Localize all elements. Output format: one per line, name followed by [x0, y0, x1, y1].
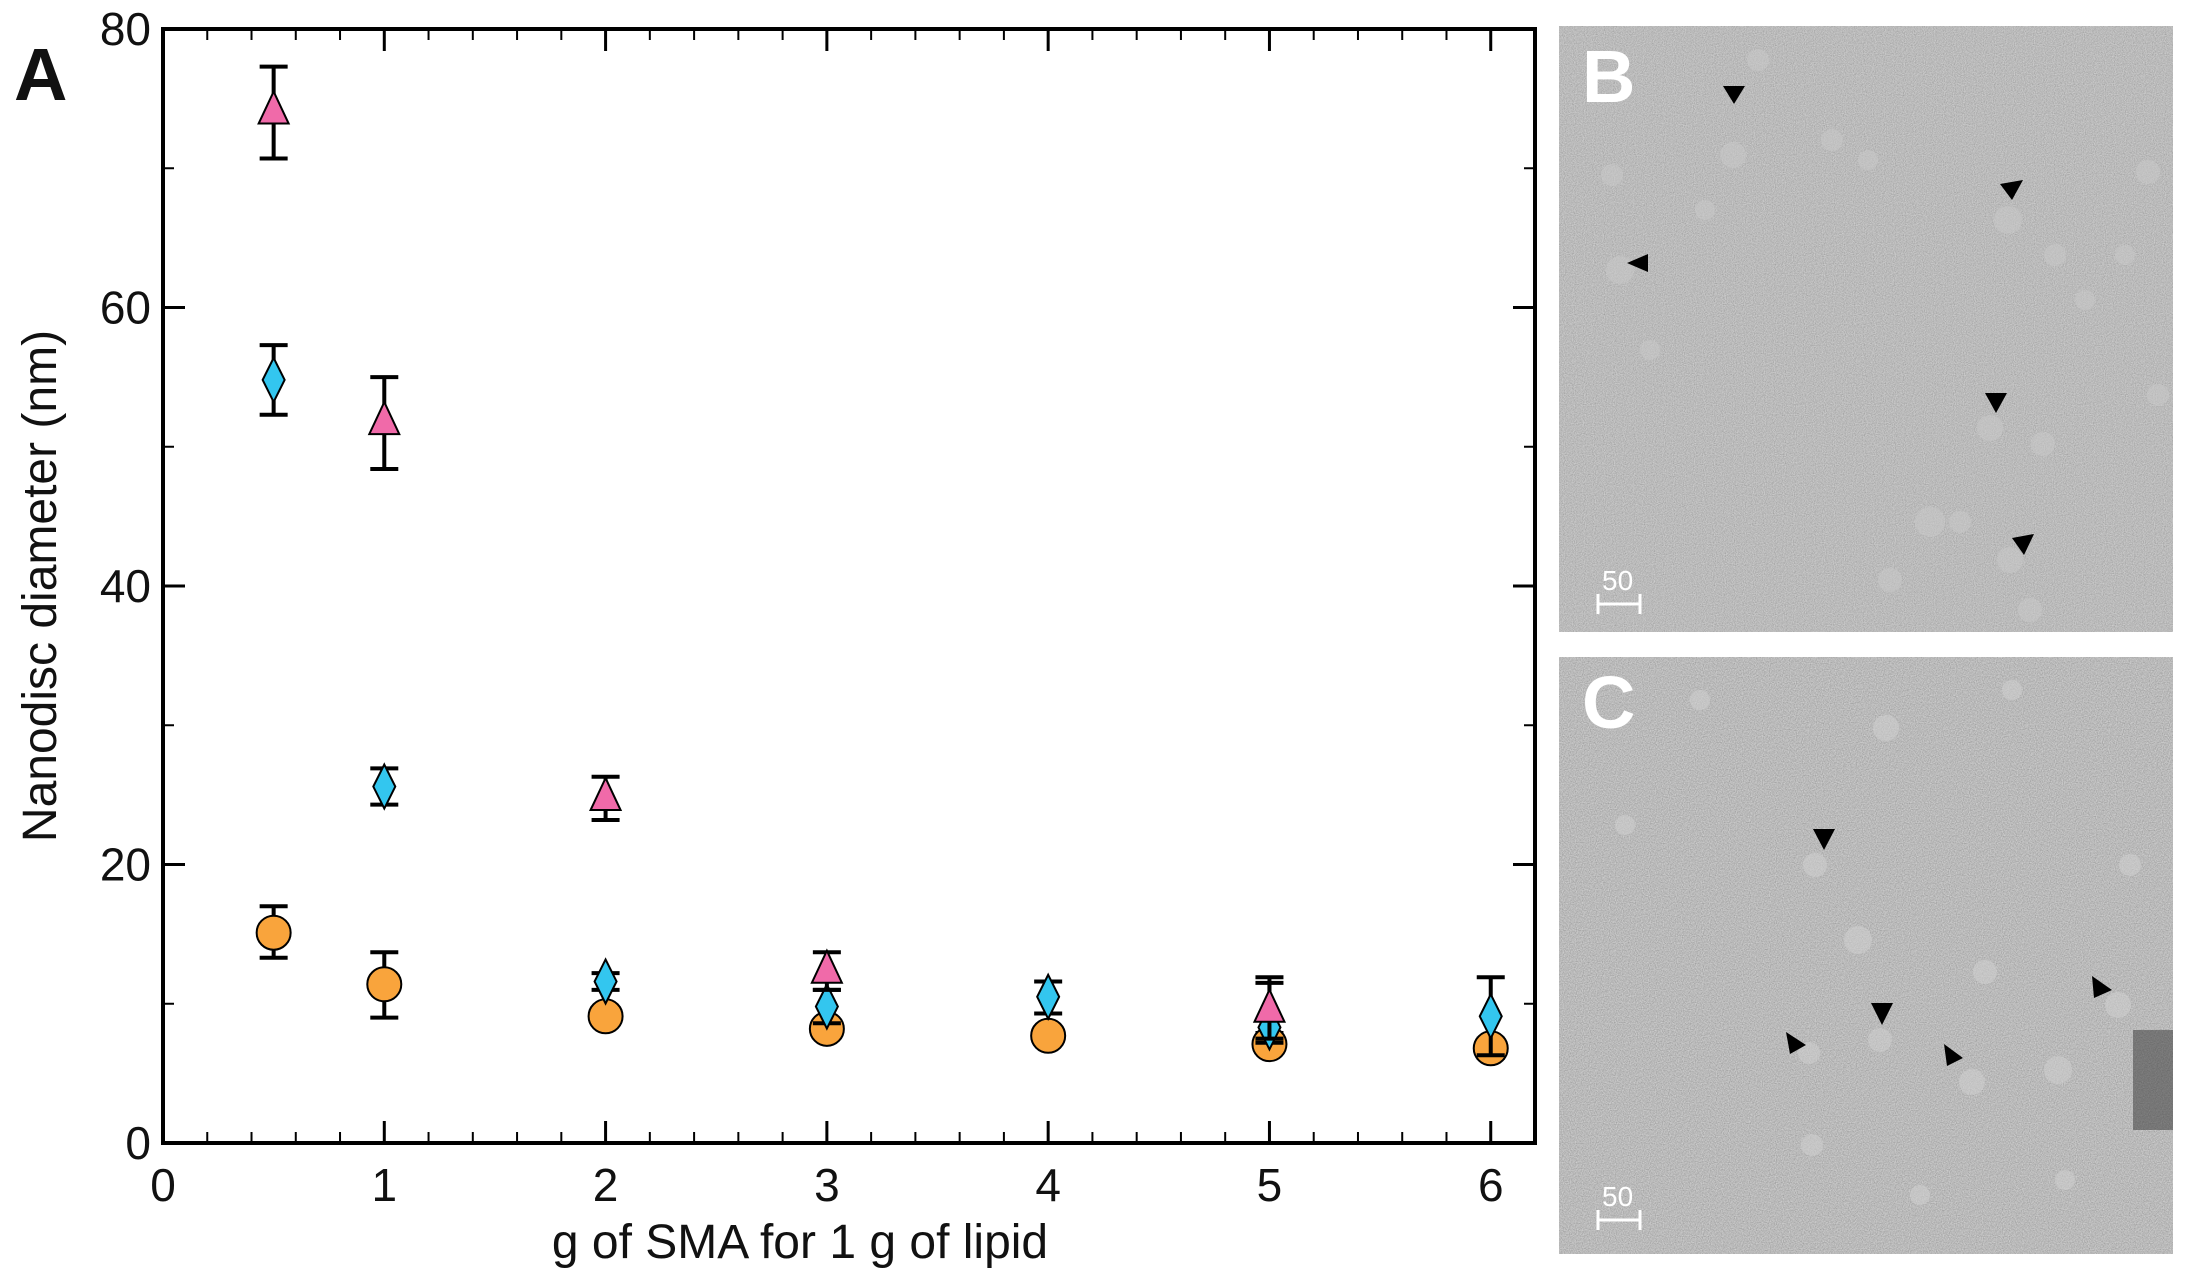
y-axis-title: Nanodisc diameter (nm) [14, 330, 67, 842]
micrograph-c-particles [1615, 680, 2141, 1205]
data-marks [255, 64, 1509, 1067]
micrograph-c-scale-bar [1596, 1210, 1642, 1230]
y-tick-label: 40 [100, 560, 151, 612]
panel-b-letter: B [1582, 35, 1635, 118]
y-tick-label: 0 [125, 1117, 151, 1169]
data-point-circle [1030, 1017, 1067, 1054]
x-tick-label: 0 [150, 1159, 176, 1211]
data-point-circle [255, 914, 292, 951]
micrograph-c-arrowheads [1786, 829, 2112, 1066]
micrograph-c-dark-edge [2133, 1030, 2173, 1130]
data-point-diamond [1036, 972, 1061, 1022]
arrowhead-icon [1944, 1044, 1963, 1066]
data-point-diamond [1478, 992, 1503, 1041]
data-point-triangle [367, 399, 401, 436]
micrograph-b-scale-label: 50 [1602, 565, 1633, 596]
x-tick-label: 3 [814, 1159, 840, 1211]
y-tick-label: 80 [100, 3, 151, 55]
series-circle [255, 904, 1509, 1067]
x-tick-label: 4 [1035, 1159, 1061, 1211]
micrograph-c: 50 C [1559, 657, 2173, 1254]
micrograph-b-image [1559, 26, 2173, 632]
data-point-diamond [372, 762, 397, 811]
data-point-circle [366, 966, 403, 1003]
arrowhead-icon [2000, 180, 2023, 200]
micrograph-b-scale-bar [1596, 594, 1642, 614]
series-diamond [259, 343, 1505, 1058]
x-tick-label: 2 [593, 1159, 619, 1211]
series-triangle [257, 64, 1287, 1041]
data-point-triangle [257, 89, 291, 125]
x-tick-label: 5 [1257, 1159, 1283, 1211]
data-point-diamond [261, 355, 286, 405]
arrowhead-icon [1985, 393, 2007, 413]
panel-c-letter: C [1582, 661, 1635, 744]
micrograph-b: 50 B [1559, 26, 2173, 632]
x-tick-label: 1 [371, 1159, 397, 1211]
data-point-diamond [814, 982, 839, 1031]
arrowhead-icon [1723, 86, 1745, 104]
x-axis-title: g of SMA for 1 g of lipid [552, 1216, 1048, 1269]
micrograph-c-image [1559, 657, 2173, 1254]
arrowhead-icon [2012, 534, 2034, 555]
plot-frame [161, 27, 1537, 1145]
arrowhead-icon [1871, 1003, 1893, 1025]
arrowhead-icon [1786, 1032, 1806, 1054]
data-point-triangle [810, 948, 844, 984]
data-point-triangle [1252, 987, 1287, 1023]
arrowhead-icon [1813, 829, 1835, 850]
data-point-diamond [593, 957, 618, 1006]
arrowhead-icon [2092, 976, 2112, 998]
x-tick-label: 6 [1478, 1159, 1504, 1211]
y-tick-label: 60 [100, 282, 151, 334]
y-tick-label: 20 [100, 839, 151, 891]
micrograph-c-scale-label: 50 [1602, 1181, 1633, 1212]
arrowhead-icon [1627, 254, 1648, 272]
micrograph-b-particles [1601, 49, 2169, 622]
panel-a-letter: A [14, 33, 67, 116]
micrograph-b-arrowheads [1627, 86, 2034, 555]
data-point-triangle [589, 775, 623, 812]
